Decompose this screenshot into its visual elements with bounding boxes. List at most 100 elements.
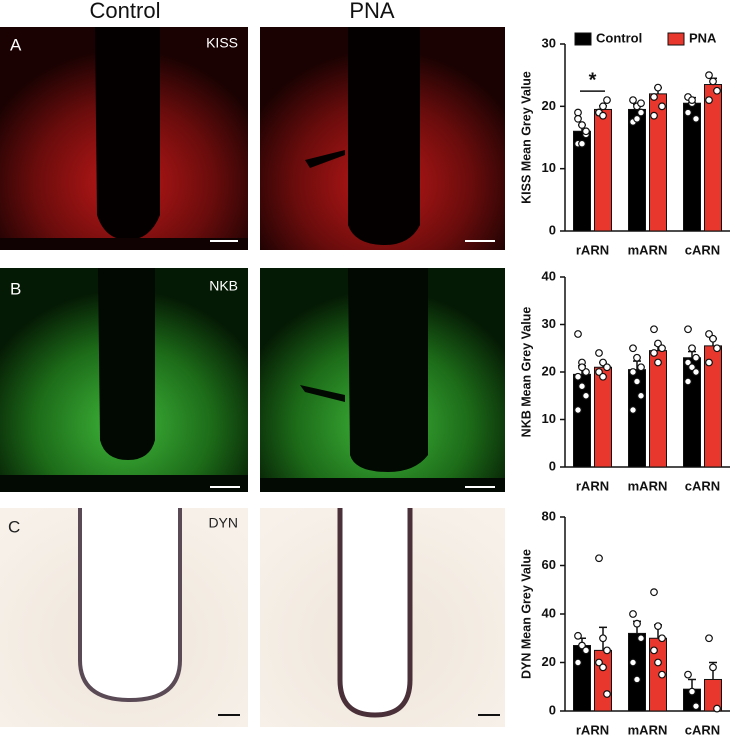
x-tick-label: cARN: [685, 242, 720, 257]
data-point: [692, 353, 700, 362]
data-point: [574, 658, 582, 667]
data-point: [692, 114, 700, 123]
bar: [594, 366, 612, 468]
data-point: [650, 349, 658, 357]
y-tick-label: 80: [542, 508, 556, 523]
data-point: [688, 687, 696, 696]
y-axis-label: KISS Mean Grey Value: [519, 71, 533, 204]
y-tick-label: 0: [549, 702, 556, 717]
data-point: [633, 114, 641, 123]
x-tick-label: rARN: [576, 478, 609, 493]
data-point: [574, 114, 582, 123]
bar: [628, 108, 646, 232]
data-point: [603, 96, 611, 104]
bar: [704, 678, 722, 712]
data-point: [629, 406, 637, 414]
y-axis-label: DYN Mean Grey Value: [519, 549, 533, 679]
data-point: [654, 658, 662, 667]
data-point: [688, 96, 696, 104]
data-point: [578, 641, 586, 650]
data-point: [709, 334, 717, 343]
data-point: [654, 358, 662, 367]
data-point: [650, 588, 658, 597]
panel-letter: A: [10, 35, 22, 54]
legend-label: PNA: [689, 30, 717, 45]
significance-label: *: [589, 69, 597, 91]
data-point: [650, 93, 658, 101]
x-tick-label: mARN: [628, 478, 668, 493]
data-point: [684, 108, 692, 117]
y-tick-label: 40: [542, 268, 556, 283]
data-point: [705, 358, 713, 367]
data-point: [629, 96, 637, 104]
y-tick-label: 20: [542, 98, 556, 113]
y-tick-label: 30: [542, 316, 556, 331]
bar: [649, 637, 667, 712]
bar: [628, 632, 646, 712]
column-header: Control: [90, 0, 161, 23]
data-point: [599, 111, 607, 120]
y-tick-label: 10: [542, 160, 556, 175]
legend-swatch: [574, 32, 592, 46]
y-tick-label: 20: [542, 363, 556, 378]
y-tick-label: 20: [542, 654, 556, 669]
micrograph-kiss-control: [0, 27, 248, 250]
data-point: [629, 610, 637, 618]
data-point: [578, 121, 586, 129]
data-point: [637, 391, 645, 400]
data-point: [650, 111, 658, 120]
data-point: [705, 71, 713, 80]
data-point: [574, 108, 582, 117]
data-point: [582, 127, 590, 136]
data-point: [637, 363, 645, 372]
data-point: [595, 554, 603, 563]
data-point: [629, 658, 637, 667]
data-point: [578, 382, 586, 391]
panel-marker: NKB: [209, 278, 238, 294]
data-point: [574, 372, 582, 381]
bar: [573, 645, 591, 712]
legend-swatch: [667, 32, 685, 46]
data-point: [578, 363, 586, 372]
micrograph-nkb-control: [0, 268, 248, 492]
legend-label: Control: [596, 30, 642, 45]
y-tick-label: 10: [542, 411, 556, 426]
data-point: [713, 86, 721, 95]
data-point: [582, 391, 590, 400]
bar: [573, 130, 591, 232]
data-point: [629, 368, 637, 376]
data-point: [633, 675, 641, 684]
column-header: PNA: [349, 0, 395, 23]
data-point: [713, 344, 721, 353]
bar: [594, 108, 612, 232]
data-point: [599, 663, 607, 672]
data-point: [599, 102, 607, 111]
data-point: [603, 690, 611, 698]
data-point: [633, 353, 641, 362]
data-point: [658, 102, 666, 111]
data-point: [692, 702, 700, 711]
data-point: [603, 363, 611, 372]
x-tick-label: mARN: [628, 722, 668, 737]
panel-marker: DYN: [208, 515, 238, 531]
data-point: [574, 406, 582, 414]
x-tick-label: cARN: [685, 478, 720, 493]
micrograph-kiss-pna: [260, 27, 505, 250]
x-tick-label: rARN: [576, 722, 609, 737]
data-point: [654, 622, 662, 631]
data-point: [595, 658, 603, 667]
micrograph-dyn-pna: [260, 508, 505, 727]
y-tick-label: 0: [549, 222, 556, 237]
micrograph-dyn-control: [0, 508, 248, 727]
data-point: [709, 77, 717, 86]
data-point: [658, 634, 666, 643]
data-point: [578, 139, 586, 148]
y-tick-label: 40: [542, 605, 556, 620]
bar: [683, 102, 701, 232]
data-point: [633, 619, 641, 628]
data-point: [709, 663, 717, 672]
data-point: [582, 646, 590, 655]
data-point: [599, 634, 607, 643]
data-point: [633, 377, 641, 386]
